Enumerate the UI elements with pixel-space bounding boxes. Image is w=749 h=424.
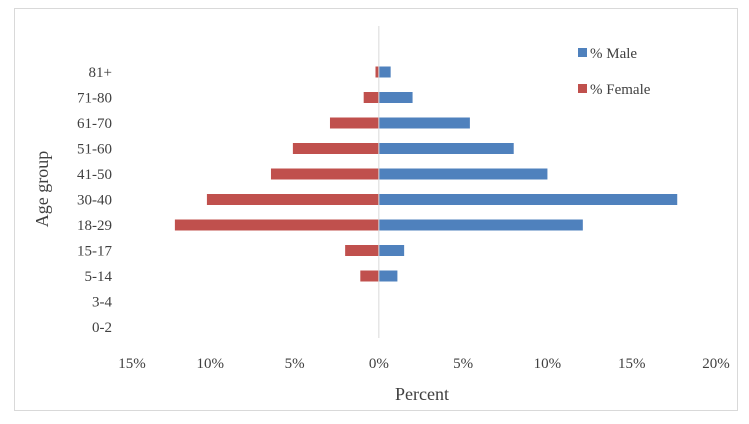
y-tick-label: 41-50	[77, 167, 112, 183]
y-tick-label: 3-4	[92, 295, 112, 311]
legend-label-female: % Female	[590, 82, 651, 98]
bar-female-5-14	[360, 270, 379, 282]
y-tick-label: 71-80	[77, 91, 112, 107]
bar-male-81+	[378, 66, 391, 78]
y-tick-label: 18-29	[77, 218, 112, 234]
x-axis-label: Percent	[395, 384, 449, 404]
bar-female-81+	[375, 66, 379, 78]
bar-female-71-80	[363, 92, 379, 103]
bar-male-51-60	[378, 143, 514, 154]
x-tick-label: 15%	[618, 356, 646, 372]
bar-male-61-70	[378, 117, 470, 129]
y-tick-label: 61-70	[77, 116, 112, 132]
bars-group	[174, 66, 678, 282]
bar-female-18-29	[174, 219, 379, 231]
y-tick-label: 15-17	[77, 244, 112, 260]
bar-male-30-40	[378, 194, 678, 205]
y-tick-label: 0-2	[92, 320, 112, 336]
x-tick-label: 0%	[369, 356, 389, 372]
bar-female-61-70	[329, 117, 379, 129]
legend-swatch-female	[578, 84, 587, 93]
x-tick-label: 10%	[197, 356, 225, 372]
bar-male-41-50	[378, 168, 548, 180]
y-tick-labels: 0-2 3-4 5-14 15-17 18-29 30-40 41-50 51-60 61-70…	[77, 65, 112, 336]
y-tick-label: 30-40	[77, 193, 112, 209]
y-axis-label: Age group	[32, 151, 52, 227]
legend-label-male: % Male	[590, 46, 637, 62]
y-tick-label: 51-60	[77, 142, 112, 158]
x-tick-label: 5%	[453, 356, 473, 372]
x-tick-label: 20%	[702, 356, 730, 372]
bar-male-5-14	[378, 270, 398, 282]
bar-male-15-17	[378, 245, 405, 256]
legend-swatch-male	[578, 48, 587, 57]
bar-female-30-40	[206, 194, 379, 205]
x-tick-labels: 15% 10% 5% 0% 5% 10% 15% 20%	[118, 356, 730, 372]
x-tick-label: 15%	[118, 356, 146, 372]
bar-female-41-50	[270, 168, 379, 180]
bar-male-18-29	[378, 219, 583, 231]
y-tick-label: 81+	[89, 65, 112, 81]
y-tick-label: 5-14	[85, 269, 113, 285]
bar-female-51-60	[292, 143, 379, 154]
bar-female-15-17	[345, 245, 379, 256]
legend: % Male % Female	[578, 46, 651, 98]
x-tick-label: 10%	[534, 356, 562, 372]
bar-male-71-80	[378, 92, 413, 103]
x-tick-label: 5%	[285, 356, 305, 372]
